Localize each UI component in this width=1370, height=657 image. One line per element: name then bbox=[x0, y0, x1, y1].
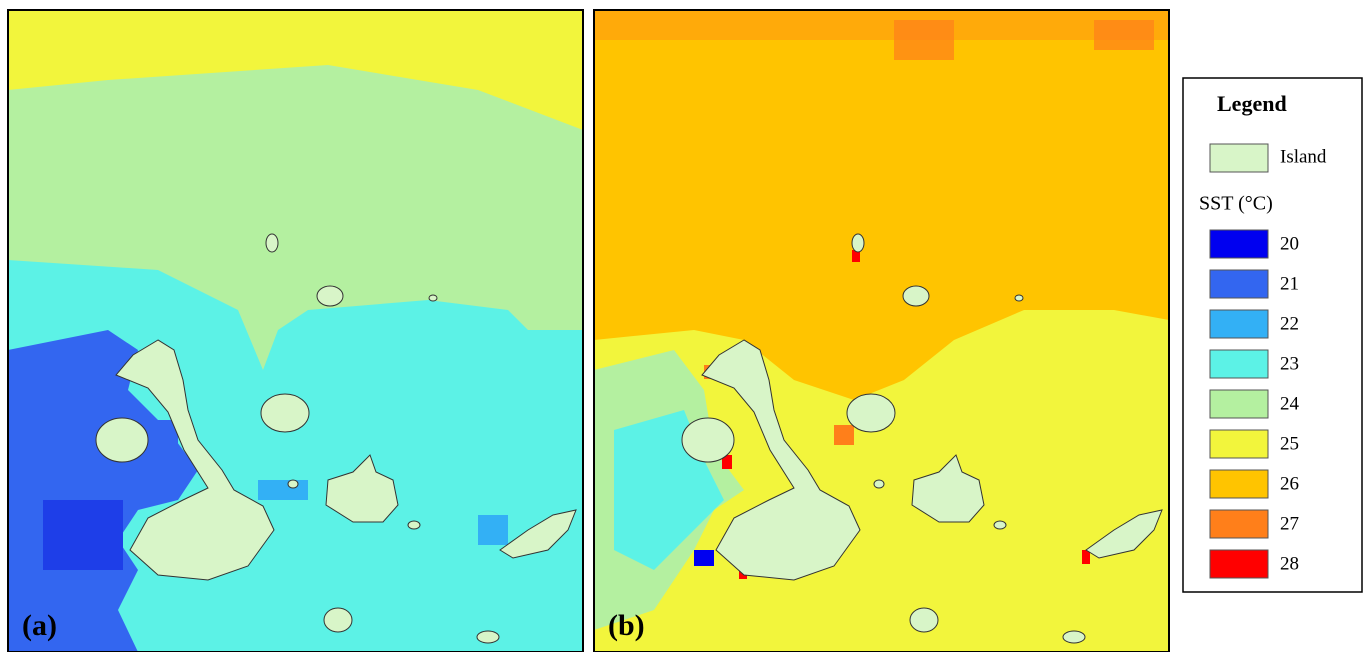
legend-swatch bbox=[1209, 349, 1269, 379]
legend-swatch bbox=[1209, 229, 1269, 259]
panel-label: (b) bbox=[608, 609, 645, 642]
legend-label: 26 bbox=[1280, 473, 1299, 494]
panel-b: (b) bbox=[593, 9, 1170, 653]
legend-label: Island bbox=[1280, 146, 1327, 167]
legend-swatch bbox=[1209, 469, 1269, 499]
legend-label: 23 bbox=[1280, 353, 1299, 374]
legend-label: 27 bbox=[1280, 513, 1299, 534]
panel-a: (a) bbox=[7, 9, 584, 653]
legend-label: 24 bbox=[1280, 393, 1300, 414]
legend-swatch bbox=[1209, 429, 1269, 459]
legend-label: 25 bbox=[1280, 433, 1299, 454]
legend-label: 28 bbox=[1280, 553, 1299, 574]
legend-label: 20 bbox=[1280, 233, 1299, 254]
legend-swatch bbox=[1209, 269, 1269, 299]
legend-swatch bbox=[1209, 389, 1269, 419]
legend-swatch bbox=[1209, 509, 1269, 539]
legend-swatch bbox=[1209, 309, 1269, 339]
legend-subtitle: SST (°C) bbox=[1199, 193, 1273, 215]
legend: Legend Island SST (°C) 20 21 22 23 24 25 26 27 2… bbox=[1182, 77, 1363, 593]
legend-label: 22 bbox=[1280, 313, 1299, 334]
panel-label: (a) bbox=[22, 609, 57, 642]
legend-label: 21 bbox=[1280, 273, 1299, 294]
legend-swatch bbox=[1209, 143, 1269, 173]
legend-title: Legend bbox=[1217, 91, 1287, 116]
legend-swatch bbox=[1209, 549, 1269, 579]
